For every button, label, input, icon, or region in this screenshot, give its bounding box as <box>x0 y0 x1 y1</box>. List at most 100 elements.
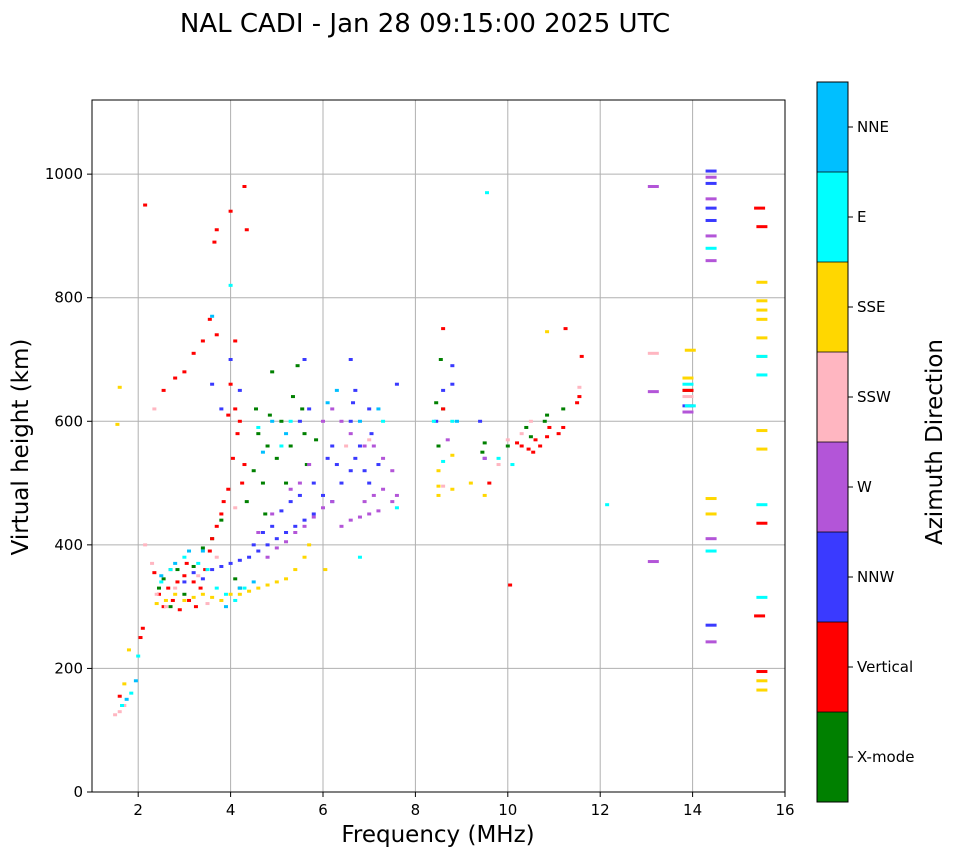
colorbar-swatch-ssw <box>817 352 848 442</box>
data-point-w <box>445 438 450 442</box>
data-point-x-mode <box>434 401 439 405</box>
y-axis-label: Virtual height (km) <box>8 339 34 556</box>
data-point-w <box>307 463 312 467</box>
x-axis-label: Frequency (MHz) <box>341 822 534 848</box>
data-point-x-mode <box>244 500 249 504</box>
data-point-vertical <box>533 438 538 442</box>
data-point-w <box>647 560 659 564</box>
data-point-w <box>705 197 717 201</box>
data-point-nnw <box>228 358 233 361</box>
data-point-vertical <box>200 339 205 343</box>
data-point-vertical <box>143 203 148 207</box>
data-point-vertical <box>187 598 192 602</box>
data-point-nne <box>454 419 459 423</box>
colorbar: X-mode Vertical NNW W SSW SSE E NNE <box>816 81 914 803</box>
data-point-w <box>288 487 293 491</box>
data-point-ssw <box>367 438 372 442</box>
data-point-e <box>756 373 768 377</box>
y-tick-label: 400 <box>54 536 83 554</box>
data-point-nne <box>173 561 178 565</box>
data-point-vertical <box>117 694 122 698</box>
data-point-w <box>339 524 344 528</box>
data-point-vertical <box>754 206 766 210</box>
data-point-e <box>120 704 125 707</box>
data-point-x-mode <box>505 444 510 448</box>
colorbar-label: Azimuth Direction <box>922 339 948 545</box>
data-point-ssw <box>113 713 118 717</box>
data-point-nnw <box>367 407 372 411</box>
data-point-vertical <box>756 670 768 674</box>
data-point-w <box>270 512 275 516</box>
data-point-sse <box>122 682 127 686</box>
data-point-nne <box>284 432 289 436</box>
data-point-w <box>705 537 717 541</box>
data-point-vertical <box>561 425 566 429</box>
data-point-vertical <box>214 228 219 232</box>
data-point-x-mode <box>482 441 487 445</box>
data-point-x-mode <box>274 456 279 460</box>
data-point-vertical <box>184 561 189 565</box>
data-point-x-mode <box>528 435 533 439</box>
data-point-nnw <box>302 518 307 522</box>
data-point-vertical <box>212 240 217 244</box>
data-point-nnw <box>376 463 381 467</box>
colorbar-tick-label: NNW <box>857 568 894 586</box>
data-point-ssw <box>647 351 659 355</box>
data-point-nnw <box>256 549 261 553</box>
data-point-sse <box>756 299 768 303</box>
data-point-nnw <box>191 571 196 575</box>
data-point-x-mode <box>263 512 268 516</box>
y-tick-label: 0 <box>73 783 83 801</box>
data-point-vertical <box>140 626 145 630</box>
data-point-ssw <box>214 555 219 559</box>
data-point-nnw <box>334 463 339 467</box>
data-point-x-mode <box>542 419 547 423</box>
data-point-vertical <box>233 339 238 343</box>
data-point-e <box>381 419 386 423</box>
data-point-w <box>274 546 279 550</box>
data-point-vertical <box>166 586 171 590</box>
data-point-x-mode <box>295 364 300 368</box>
colorbar-tick-label: Vertical <box>857 658 913 676</box>
data-point-nnw <box>394 382 399 386</box>
data-point-vertical <box>210 537 215 541</box>
data-point-ssw <box>117 710 122 714</box>
data-point-sse <box>756 317 768 321</box>
colorbar-tick-label: W <box>857 478 872 496</box>
data-point-sse <box>228 592 233 596</box>
data-point-nnw <box>369 432 374 436</box>
data-point-x-mode <box>545 413 550 417</box>
data-point-nnw <box>450 364 455 368</box>
x-tick-label: 8 <box>411 801 421 819</box>
data-point-vertical <box>230 456 235 460</box>
colorbar-tick-label: NNE <box>857 118 889 136</box>
data-point-sse <box>182 598 187 602</box>
colorbar-swatch-e <box>817 172 848 262</box>
data-point-sse <box>219 598 224 602</box>
data-point-w <box>376 509 381 513</box>
data-point-vertical <box>138 636 143 640</box>
data-point-w <box>265 555 270 559</box>
data-point-vertical <box>579 354 584 358</box>
data-point-ssw <box>205 602 210 606</box>
data-point-nnw <box>297 493 302 497</box>
data-point-vertical <box>556 432 561 436</box>
data-point-ssw <box>528 419 533 423</box>
data-point-e <box>450 419 455 423</box>
data-point-ssw <box>122 704 127 707</box>
data-point-vertical <box>156 592 161 596</box>
data-point-e <box>485 191 490 195</box>
data-point-vertical <box>219 512 224 516</box>
data-point-ssw <box>496 463 501 467</box>
data-point-ssw <box>143 543 148 547</box>
data-point-sse <box>173 592 178 596</box>
data-point-e <box>242 586 247 590</box>
x-tick-label: 6 <box>318 801 328 819</box>
data-point-x-mode <box>284 481 289 485</box>
data-point-x-mode <box>175 568 180 572</box>
data-point-x-mode <box>270 370 275 374</box>
data-point-vertical <box>515 441 520 445</box>
data-point-nnw <box>237 388 242 392</box>
data-point-w <box>647 390 659 394</box>
data-point-nnw <box>265 543 270 547</box>
